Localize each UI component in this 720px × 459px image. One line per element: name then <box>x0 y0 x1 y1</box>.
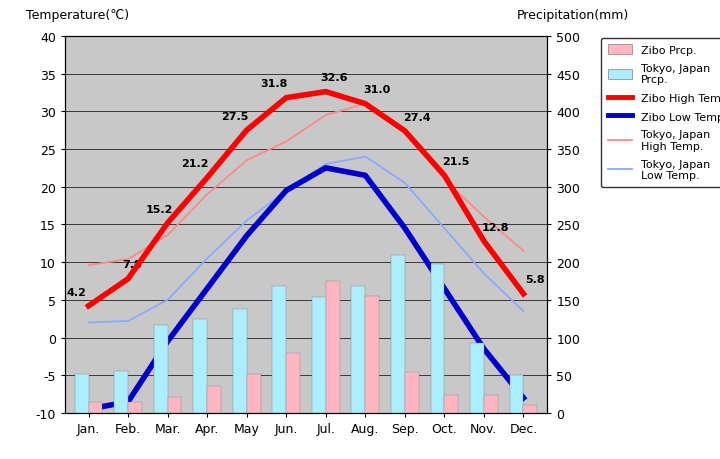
Text: 27.5: 27.5 <box>221 112 248 122</box>
Bar <box>193 319 207 413</box>
Bar <box>89 403 102 413</box>
Text: 32.6: 32.6 <box>320 73 348 83</box>
Bar <box>168 397 181 413</box>
Text: 21.2: 21.2 <box>181 159 209 169</box>
Bar <box>312 297 325 413</box>
Bar <box>287 353 300 413</box>
Text: 15.2: 15.2 <box>146 204 174 214</box>
Text: 4.2: 4.2 <box>67 287 86 297</box>
Text: 12.8: 12.8 <box>482 222 510 232</box>
Bar <box>325 281 340 413</box>
Bar <box>484 395 498 413</box>
Text: 31.0: 31.0 <box>364 85 391 95</box>
Bar <box>510 375 523 413</box>
Bar <box>523 405 537 413</box>
Legend: Zibo Prcp., Tokyo, Japan
Prcp., Zibo High Temp., Zibo Low Temp., Tokyo, Japan
Hi: Zibo Prcp., Tokyo, Japan Prcp., Zibo Hig… <box>601 39 720 188</box>
Bar <box>470 343 484 413</box>
Bar <box>233 309 247 413</box>
Text: 21.5: 21.5 <box>443 157 470 167</box>
Bar <box>207 386 221 413</box>
Bar <box>431 265 444 413</box>
Bar <box>154 325 168 413</box>
Bar <box>75 374 89 413</box>
Text: Temperature(℃): Temperature(℃) <box>26 9 130 22</box>
Bar <box>272 286 287 413</box>
Bar <box>444 395 458 413</box>
Text: 5.8: 5.8 <box>526 275 545 285</box>
Text: 27.4: 27.4 <box>403 112 431 122</box>
Text: 31.8: 31.8 <box>261 79 288 89</box>
Bar <box>365 297 379 413</box>
Bar <box>128 403 142 413</box>
Bar <box>114 371 128 413</box>
Bar <box>351 286 365 413</box>
Bar <box>391 255 405 413</box>
Text: 7.8: 7.8 <box>122 260 142 270</box>
Text: Precipitation(mm): Precipitation(mm) <box>517 9 629 22</box>
Bar <box>247 374 261 413</box>
Bar <box>405 372 419 413</box>
